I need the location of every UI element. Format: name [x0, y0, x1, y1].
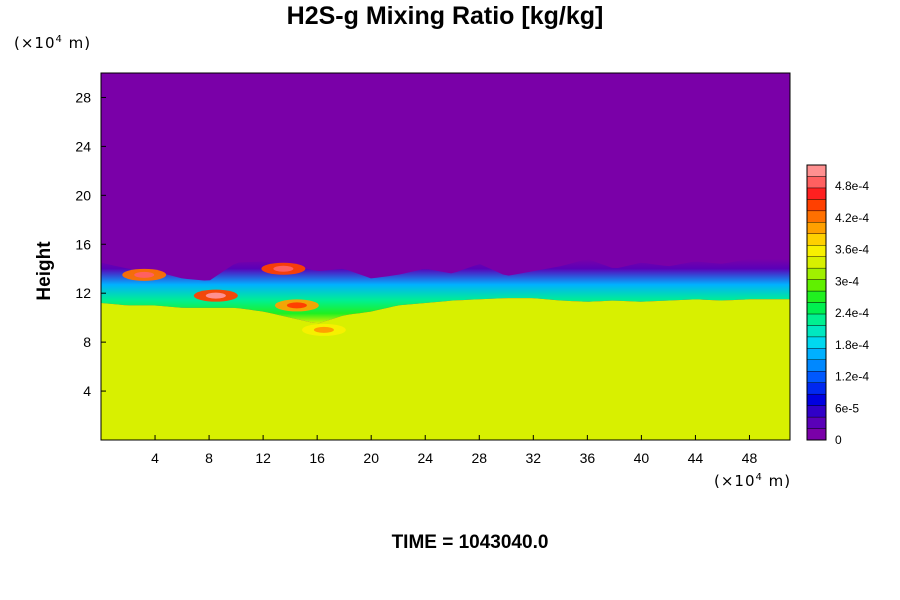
colorbar-tick-label: 4.8e-4	[835, 179, 869, 193]
colorbar-swatch	[806, 233, 827, 246]
x-tick-label: 28	[471, 450, 487, 466]
colorbar-swatch	[806, 267, 827, 280]
colorbar-tick-label: 0	[835, 433, 842, 447]
colorbar-swatch	[806, 256, 827, 269]
mixing-layer-band	[101, 258, 790, 324]
y-tick-label: 12	[75, 285, 91, 301]
x-tick-label: 8	[205, 450, 213, 466]
colorbar-frame	[806, 164, 827, 441]
colorbar-swatch	[806, 164, 827, 177]
high-concentration-core	[205, 292, 226, 299]
colorbar-swatch	[806, 382, 827, 395]
y-unit-prefix: (×10	[14, 34, 56, 52]
y-unit-exponent: 4	[55, 34, 63, 45]
colorbar-tick-label: 1.8e-4	[835, 338, 869, 352]
colorbar-swatch	[806, 325, 827, 338]
x-unit-exponent: 4	[755, 472, 763, 483]
colorbar-swatch	[806, 336, 827, 349]
colorbar-swatch	[806, 199, 827, 212]
x-unit-suffix: m)	[762, 472, 792, 490]
colorbar-tick-label: 4.2e-4	[835, 211, 869, 225]
colorbar-swatch	[806, 245, 827, 257]
colorbar-swatch	[806, 393, 827, 406]
time-label: TIME = 1043040.0	[391, 532, 549, 553]
colorbar-swatch	[806, 187, 827, 200]
colorbar-swatch	[806, 313, 827, 326]
colorbar-swatch	[806, 359, 827, 372]
y-tick-label: 8	[83, 334, 91, 350]
colorbar-swatch	[806, 222, 827, 234]
y-tick-label: 20	[75, 187, 91, 203]
y-tick-label: 24	[75, 138, 91, 154]
colorbar-swatch	[806, 405, 827, 418]
colorbar-swatch	[806, 290, 827, 303]
colorbar-tick-label: 3e-4	[835, 274, 859, 288]
colorbar-swatch	[806, 176, 827, 189]
colorbar-tick-label: 3.6e-4	[835, 243, 869, 257]
lower-field-region	[101, 298, 790, 440]
colorbar-swatch	[806, 348, 827, 360]
colorbar-swatch	[806, 416, 827, 429]
x-tick-label: 20	[363, 450, 379, 466]
x-tick-label: 48	[742, 450, 758, 466]
x-tick-label: 32	[526, 450, 542, 466]
x-tick-label: 12	[255, 450, 271, 466]
y-tick-label: 28	[75, 89, 91, 105]
x-tick-label: 16	[309, 450, 325, 466]
high-concentration-core	[273, 265, 294, 272]
x-axis-unit: (×104 m)	[714, 472, 791, 490]
colorbar-swatch	[806, 371, 827, 383]
colorbar-tick-label: 6e-5	[835, 401, 859, 415]
colorbar-tick-label: 1.2e-4	[835, 370, 869, 384]
plot-frame	[100, 72, 791, 441]
colorbar-tick-label: 2.4e-4	[835, 306, 869, 320]
y-tick-label: 4	[83, 383, 91, 399]
x-tick-label: 24	[417, 450, 433, 466]
high-concentration-core	[134, 271, 155, 278]
colorbar-swatch	[806, 302, 827, 315]
x-tick-label: 4	[151, 450, 159, 466]
x-tick-label: 44	[688, 450, 704, 466]
x-tick-label: 36	[580, 450, 596, 466]
high-concentration-core	[286, 302, 307, 309]
y-axis-unit: (×104 m)	[14, 34, 91, 52]
x-unit-prefix: (×10	[714, 472, 756, 490]
colorbar-swatch	[806, 279, 827, 292]
x-tick-label: 40	[634, 450, 650, 466]
chart-title: H2S-g Mixing Ratio [kg/kg]	[286, 2, 604, 30]
y-unit-suffix: m)	[62, 34, 92, 52]
colorbar-swatch	[806, 210, 827, 223]
high-concentration-core	[313, 326, 334, 333]
colorbar-swatch	[806, 428, 827, 441]
y-tick-label: 16	[75, 236, 91, 252]
